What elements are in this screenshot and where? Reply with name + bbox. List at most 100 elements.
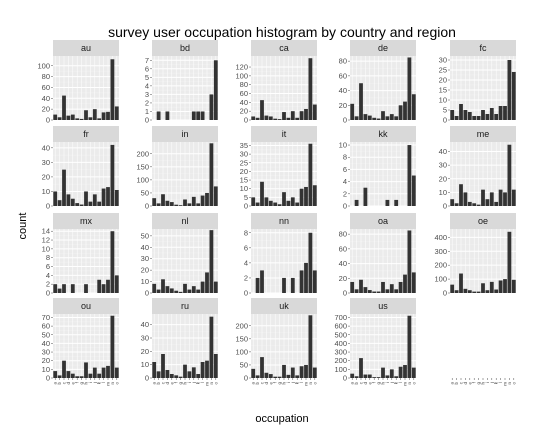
bar-oa-b [355, 289, 359, 293]
facet-uk: uk050100150200 [235, 298, 317, 383]
y-tick-label: 10 [42, 365, 50, 374]
bar-mx-m [106, 280, 110, 293]
x-tick-label: o [114, 382, 119, 385]
y-tick-label: 20 [339, 274, 347, 283]
y-tick-label: 50 [240, 360, 248, 369]
bar-it-m [304, 187, 308, 206]
bar-au-f [75, 118, 79, 120]
bar-oe-d [464, 289, 468, 293]
bar-de-k [394, 116, 398, 120]
y-tick-label: 100 [136, 175, 149, 184]
bar-fc-i [486, 114, 490, 120]
y-tick-label: 10 [240, 184, 248, 193]
bar-fc-l [499, 106, 503, 120]
bar-nl-b [157, 290, 161, 293]
bar-fc-m [503, 106, 507, 120]
bar-in-b [157, 203, 161, 206]
bar-nl-m [205, 272, 209, 293]
bar-ca-e [269, 116, 273, 120]
bar-oe-g [477, 292, 481, 293]
facet-strip-label: mx [80, 216, 92, 226]
y-tick-label: 25 [439, 66, 447, 75]
bar-uk-b [256, 375, 260, 378]
bar-nn-c [260, 270, 264, 293]
y-tick-label: 6 [46, 262, 50, 271]
bar-it-g [278, 204, 282, 206]
bar-ru-f [174, 375, 178, 378]
bar-ca-i [287, 118, 291, 120]
bar-ou-c [62, 361, 66, 378]
facet-strip-label: nl [181, 216, 188, 226]
bar-us-g [377, 377, 381, 378]
bar-ru-a [152, 362, 156, 378]
bar-nl-i [188, 290, 192, 293]
bar-oa-l [399, 282, 403, 293]
bar-me-m [503, 192, 507, 206]
facet-strip-label: fr [83, 129, 89, 139]
bar-fc-b [455, 116, 459, 120]
bar-ru-e [170, 374, 174, 378]
bar-uk-g [278, 377, 282, 378]
y-tick-label: 40 [339, 259, 347, 268]
bar-uk-d [265, 373, 269, 378]
y-tick-label: 0 [145, 289, 149, 298]
bar-me-f [472, 203, 476, 206]
bar-oa-j [390, 284, 394, 293]
bar-kk-k [394, 200, 398, 206]
bar-ru-m [205, 361, 209, 378]
y-tick-label: 50 [141, 188, 149, 197]
bar-ru-k [196, 374, 200, 378]
bar-fr-j [93, 194, 97, 206]
bar-oe-c [459, 274, 463, 293]
bar-oa-o [412, 272, 416, 293]
bar-in-l [201, 196, 205, 206]
bar-ou-m [106, 366, 110, 378]
y-tick-label: 2 [46, 280, 50, 289]
y-tick-label: 15 [439, 86, 447, 95]
bar-us-n [408, 316, 412, 378]
bar-it-k [295, 203, 299, 206]
bar-au-i [89, 117, 93, 120]
y-tick-label: 1 [145, 107, 149, 116]
bar-fc-k [494, 114, 498, 120]
bar-nl-n [210, 230, 214, 293]
y-tick-label: 100 [37, 61, 50, 70]
bar-uk-a [251, 369, 255, 378]
y-tick-label: 20 [42, 105, 50, 114]
bar-au-n [111, 59, 115, 120]
bar-uk-h [282, 365, 286, 378]
bar-au-a [53, 115, 57, 120]
bar-bd-j [192, 111, 196, 120]
bar-fc-o [512, 72, 516, 120]
y-tick-label: 7 [145, 56, 149, 65]
x-tick-label: o [213, 382, 218, 385]
facet-kk: kk0246810 [339, 126, 416, 211]
y-tick-label: 0 [145, 202, 149, 211]
bar-us-f [372, 377, 376, 378]
y-tick-label: 0 [244, 116, 248, 125]
y-tick-label: 40 [141, 243, 149, 252]
bar-me-i [486, 199, 490, 206]
bar-ru-i [188, 371, 192, 378]
bar-oa-d [364, 287, 368, 293]
y-tick-label: 40 [339, 86, 347, 95]
bar-mx-e [71, 284, 75, 293]
facet-strip-label: au [81, 43, 91, 53]
bar-oa-g [377, 292, 381, 293]
bar-fr-d [67, 194, 71, 206]
bar-in-m [205, 193, 209, 206]
bar-nn-j [291, 278, 295, 293]
bar-me-g [477, 205, 481, 206]
bar-ru-g [179, 377, 183, 378]
bar-oe-l [499, 280, 503, 293]
bar-nn-l [300, 270, 304, 293]
bar-it-b [256, 203, 260, 206]
y-tick-label: 6 [244, 243, 248, 252]
facet-oa: oa 0 20 40 60 80 [339, 213, 416, 298]
bar-it-f [273, 203, 277, 206]
bar-fr-h [84, 191, 88, 206]
bar-mx-a [53, 284, 57, 293]
bar-ou-i [89, 374, 93, 378]
bar-ca-m [304, 109, 308, 120]
